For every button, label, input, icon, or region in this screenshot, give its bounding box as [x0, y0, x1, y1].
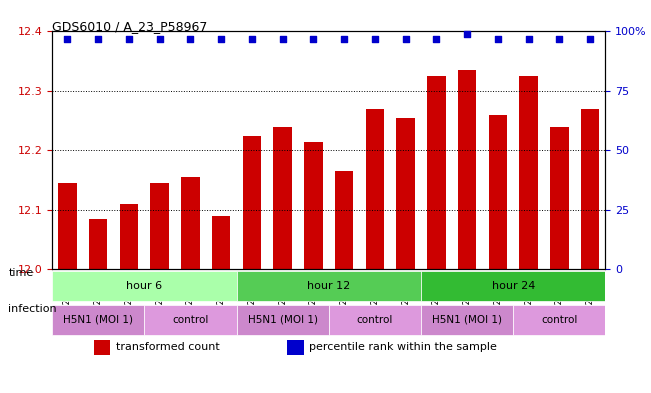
Text: percentile rank within the sample: percentile rank within the sample	[309, 342, 497, 352]
Bar	[458, 70, 477, 270]
Bar	[335, 171, 353, 270]
Point	[247, 35, 257, 42]
FancyBboxPatch shape	[421, 271, 605, 301]
Bar	[273, 127, 292, 270]
Bar	[396, 118, 415, 270]
Point	[308, 35, 318, 42]
Bar	[212, 216, 230, 270]
FancyBboxPatch shape	[236, 305, 329, 335]
Bar	[366, 109, 384, 270]
Bar	[58, 183, 77, 270]
Bar	[243, 136, 261, 270]
Bar	[581, 109, 600, 270]
Point	[124, 35, 134, 42]
Point	[431, 35, 441, 42]
FancyBboxPatch shape	[52, 305, 145, 335]
Point	[93, 35, 104, 42]
Bar	[489, 115, 507, 270]
Bar	[120, 204, 138, 270]
Text: control: control	[173, 315, 208, 325]
Bar	[287, 340, 304, 355]
Text: H5N1 (MOI 1): H5N1 (MOI 1)	[432, 315, 502, 325]
Bar	[150, 183, 169, 270]
Text: time: time	[8, 268, 34, 278]
Point	[585, 35, 595, 42]
FancyBboxPatch shape	[145, 305, 236, 335]
Text: GDS6010 / A_23_P58967: GDS6010 / A_23_P58967	[52, 20, 208, 33]
Bar	[94, 340, 110, 355]
Text: transformed count: transformed count	[116, 342, 219, 352]
Point	[493, 35, 503, 42]
Point	[186, 35, 196, 42]
FancyBboxPatch shape	[52, 271, 236, 301]
Point	[277, 35, 288, 42]
Point	[554, 35, 564, 42]
Point	[462, 31, 472, 37]
Bar	[304, 141, 323, 270]
Bar	[550, 127, 568, 270]
Text: control: control	[357, 315, 393, 325]
Point	[523, 35, 534, 42]
Text: hour 12: hour 12	[307, 281, 350, 291]
Bar	[89, 219, 107, 270]
Bar	[519, 76, 538, 270]
Text: hour 6: hour 6	[126, 281, 162, 291]
Point	[154, 35, 165, 42]
Text: H5N1 (MOI 1): H5N1 (MOI 1)	[247, 315, 318, 325]
Point	[62, 35, 73, 42]
Text: hour 24: hour 24	[492, 281, 535, 291]
Point	[216, 35, 227, 42]
Text: H5N1 (MOI 1): H5N1 (MOI 1)	[63, 315, 133, 325]
Point	[370, 35, 380, 42]
Point	[400, 35, 411, 42]
FancyBboxPatch shape	[421, 305, 513, 335]
FancyBboxPatch shape	[513, 305, 605, 335]
Bar	[181, 177, 200, 270]
Text: control: control	[541, 315, 577, 325]
Point	[339, 35, 350, 42]
Text: infection: infection	[8, 303, 57, 314]
Bar	[427, 76, 445, 270]
FancyBboxPatch shape	[236, 271, 421, 301]
FancyBboxPatch shape	[329, 305, 421, 335]
